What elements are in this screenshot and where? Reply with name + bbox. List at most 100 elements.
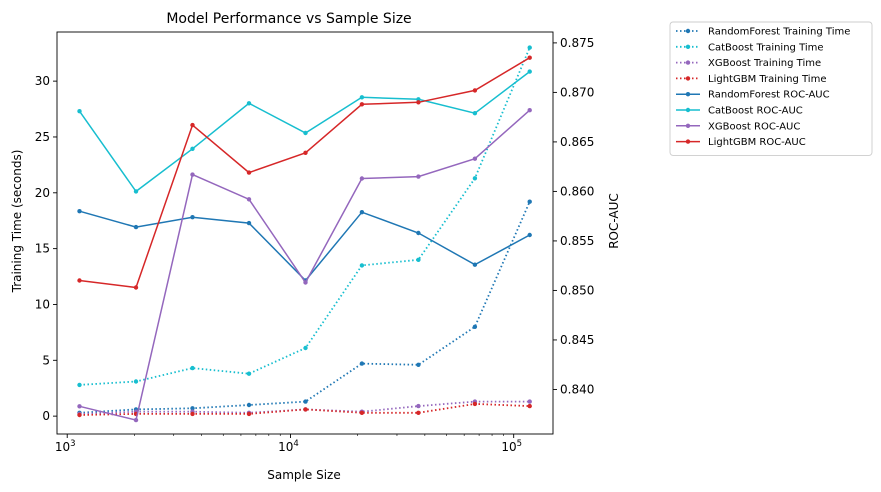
y-right-tick-label-6: 0.870 [560, 85, 594, 99]
series-3-point-2 [190, 411, 195, 417]
series-5-point-3 [246, 101, 252, 106]
series-5-point-1 [133, 189, 139, 194]
legend-label-4: RandomForest ROC-AUC [708, 90, 830, 101]
series-5-point-2 [190, 146, 195, 151]
series-6-point-1 [133, 417, 139, 423]
y-right-tick-label-7: 0.875 [560, 36, 594, 50]
series-7-point-1 [133, 285, 139, 290]
chart-title: Model Performance vs Sample Size [166, 11, 411, 27]
y-left-tick-label-6: 30 [35, 74, 50, 88]
series-4-point-5 [359, 210, 365, 215]
series-3-point-5 [359, 410, 365, 415]
series-6-point-4 [303, 280, 308, 285]
series-0-point-2 [190, 406, 195, 411]
y-axis-right-label: ROC-AUC [607, 193, 621, 249]
y-left-tick-label-5: 25 [35, 130, 50, 144]
x-tick-label-2: 105 [501, 439, 522, 454]
series-line-4 [79, 210, 531, 282]
series-0-point-6 [416, 362, 421, 367]
series-6-point-0 [77, 404, 82, 409]
series-7-point-6 [416, 100, 421, 105]
series-7-point-0 [77, 278, 82, 283]
legend-swatch-marker-7 [685, 139, 691, 144]
series-5-point-5 [359, 95, 365, 100]
y-right-tick-label-2: 0.850 [560, 283, 594, 297]
legend-label-1: CatBoost Training Time [708, 42, 824, 53]
legend-label-2: XGBoost Training Time [708, 58, 821, 69]
legend: RandomForest Training Time CatBoost Train… [669, 21, 873, 156]
series-4-point-3 [246, 220, 252, 226]
y-left-tick-label-4: 20 [35, 186, 50, 200]
series-3-point-4 [303, 407, 308, 412]
x-tick-label-1: 104 [278, 439, 299, 454]
legend-swatch-marker-4 [685, 92, 691, 97]
y-left-tick-label-1: 5 [42, 353, 50, 367]
legend-swatch-marker-1 [685, 44, 691, 49]
axes: 103 104 105 0 5 10 15 20 25 30 0.840 0.845 0.850 0.85… [35, 31, 594, 454]
series-5-point-4 [303, 130, 308, 136]
series-6-point-2 [190, 172, 195, 177]
legend-swatch-marker-3 [685, 76, 691, 81]
series-line-2 [79, 400, 530, 415]
series-0-point-7 [472, 324, 478, 329]
series-4-point-1 [133, 224, 139, 230]
series-3-point-7 [472, 401, 478, 407]
series-6-point-8 [527, 108, 532, 113]
series-1-point-8 [527, 45, 532, 50]
series-1-point-5 [359, 263, 365, 268]
x-axis-label: Sample Size [267, 468, 340, 482]
series-3-point-3 [246, 411, 252, 417]
series-line-0 [79, 201, 531, 414]
legend-label-7: LightGBM ROC-AUC [708, 137, 806, 148]
series-7-point-8 [527, 55, 532, 60]
series-1-point-3 [246, 371, 252, 376]
y-left-tick-label-2: 10 [35, 297, 50, 311]
series-0-point-8 [527, 199, 532, 204]
legend-swatch-marker-0 [685, 28, 691, 34]
legend-swatch-marker-6 [685, 123, 691, 128]
series-6-point-6 [416, 174, 421, 179]
series-line-6 [79, 109, 531, 422]
legend-label-6: XGBoost ROC-AUC [708, 121, 800, 132]
series-4-point-0 [77, 209, 82, 214]
series-7-point-4 [303, 150, 308, 155]
y-left-tick-label-0: 0 [42, 409, 50, 423]
series-7-point-3 [246, 170, 252, 175]
series-2-point-8 [527, 399, 532, 404]
series-5-point-7 [472, 111, 478, 116]
series-1-point-4 [303, 345, 308, 351]
series-4-point-8 [527, 232, 532, 238]
series-line-3 [79, 402, 530, 416]
legend-label-0: RandomForest Training Time [708, 27, 850, 38]
series-3-point-0 [77, 412, 82, 418]
series-0-point-5 [359, 361, 365, 366]
series-line-1 [79, 47, 531, 386]
y-left-tick-label-3: 15 [35, 242, 50, 256]
plot-area [77, 45, 532, 423]
x-tick-label-0: 103 [55, 439, 76, 454]
series-1-point-1 [133, 379, 139, 384]
series-3-point-8 [527, 403, 532, 409]
y-right-tick-label-3: 0.855 [560, 234, 594, 248]
legend-label-5: CatBoost ROC-AUC [708, 106, 803, 117]
y-right-tick-label-0: 0.840 [560, 382, 594, 396]
series-4-point-7 [472, 262, 478, 267]
series-7-point-5 [359, 102, 365, 107]
series-6-point-3 [246, 197, 252, 202]
series-1-point-7 [472, 176, 478, 181]
y-axis-left-label: Training Time (seconds) [10, 150, 24, 294]
series-5-point-8 [527, 69, 532, 74]
series-1-point-0 [77, 382, 82, 388]
series-7-point-7 [472, 88, 478, 93]
series-3-point-6 [416, 410, 421, 415]
series-2-point-6 [416, 403, 421, 409]
series-4-point-2 [190, 215, 195, 220]
series-7-point-2 [190, 122, 195, 128]
legend-label-3: LightGBM Training Time [708, 74, 826, 85]
legend-swatch-marker-5 [685, 107, 691, 113]
series-4-point-6 [416, 230, 421, 236]
series-6-point-7 [472, 156, 478, 161]
series-6-point-5 [359, 176, 365, 181]
y-right-tick-label-1: 0.845 [560, 333, 594, 347]
series-1-point-6 [416, 257, 421, 262]
